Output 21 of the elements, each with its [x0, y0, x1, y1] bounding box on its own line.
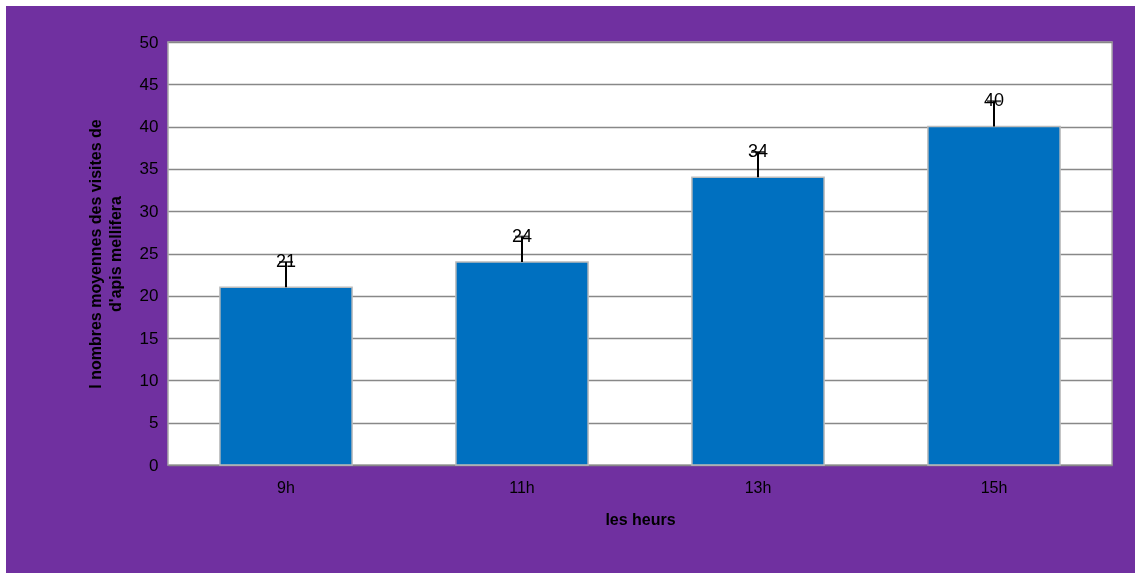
y-tick-label: 30: [139, 201, 159, 221]
x-tick-label: 9h: [277, 478, 295, 496]
bar: [219, 286, 353, 466]
y-axis-title: l nombres moyennes des visites de d'apis mellifera: [86, 119, 124, 389]
y-tick-label: 0: [149, 455, 159, 475]
y-tick-label: 35: [139, 159, 159, 179]
bar: [927, 125, 1061, 466]
y-tick-label: 15: [139, 328, 159, 348]
y-tick-label: 10: [139, 370, 159, 390]
y-tick-label: 45: [139, 74, 159, 94]
x-tick-label: 11h: [509, 478, 535, 496]
x-tick-label: 15h: [980, 478, 1008, 496]
bar: [455, 261, 589, 466]
y-tick-label: 25: [139, 244, 159, 263]
y-tick-label: 5: [149, 413, 159, 433]
x-tick-label: 13h: [744, 478, 772, 496]
y-tick-label: 20: [139, 286, 159, 306]
y-tick-label: 40: [139, 117, 159, 137]
x-axis-title: les heurs: [605, 510, 676, 528]
y-tick-label: 50: [139, 32, 159, 52]
bar: [691, 176, 825, 466]
